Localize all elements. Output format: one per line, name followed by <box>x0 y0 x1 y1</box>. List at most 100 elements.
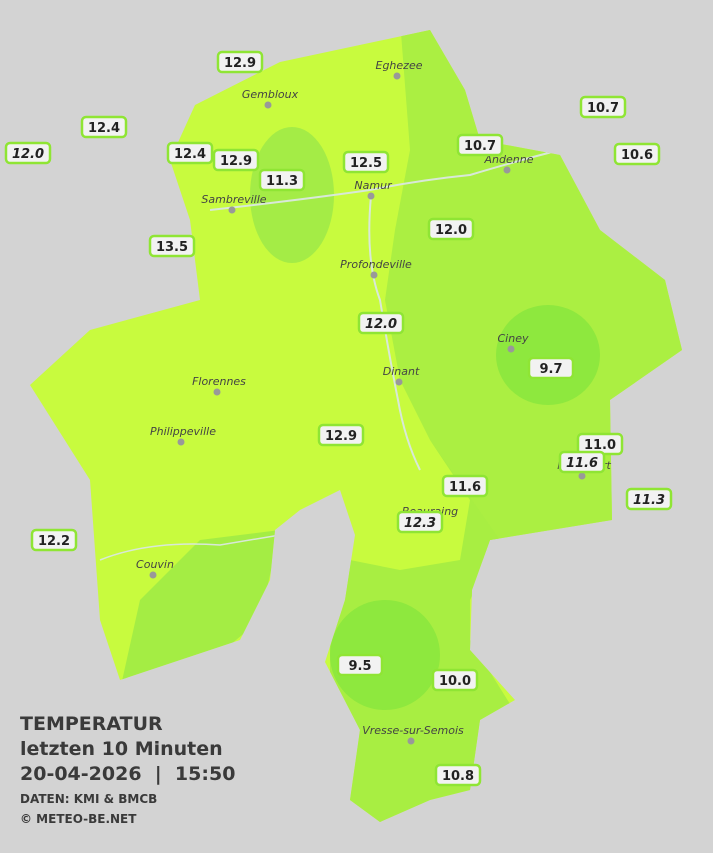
station-box <box>80 115 128 139</box>
station-value: 11.0 <box>584 438 616 453</box>
station-box <box>166 141 214 165</box>
city-name: Couvin <box>136 558 174 571</box>
zone-mild-west <box>120 530 280 690</box>
station-value: 12.9 <box>325 429 357 444</box>
station-box <box>613 142 661 166</box>
station-value: 12.9 <box>224 56 256 71</box>
river <box>368 195 421 471</box>
city-name: Ciney <box>498 332 529 345</box>
station-value: 12.9 <box>220 154 252 169</box>
station: 12.9 <box>216 50 264 74</box>
station-value: 12.4 <box>88 121 120 136</box>
station: 12.3 <box>396 510 444 534</box>
station-box <box>431 668 479 692</box>
station-value: 10.0 <box>439 674 471 689</box>
city-dot <box>503 166 511 174</box>
station-box <box>527 356 575 380</box>
station: 12.0 <box>427 217 475 241</box>
station-value: 12.0 <box>435 223 467 238</box>
city-name: Vresse-sur-Semois <box>362 724 464 737</box>
station-value: 12.3 <box>404 516 436 531</box>
station-value: 12.5 <box>350 156 382 171</box>
station-box <box>456 133 504 157</box>
city-dot <box>264 101 272 109</box>
city-dot <box>370 271 378 279</box>
legend-copyright: © METEO-BE.NET <box>20 812 137 826</box>
city-dot <box>393 72 401 80</box>
station: 12.9 <box>317 423 365 447</box>
city-name: Namur <box>354 179 393 192</box>
legend-title: TEMPERATUR <box>20 713 163 735</box>
city-name: Dinant <box>383 365 420 378</box>
station-value: 11.3 <box>633 493 665 508</box>
station-value: 9.7 <box>539 362 562 377</box>
zone-cool <box>496 305 600 405</box>
station-value: 11.6 <box>566 456 598 471</box>
station: 10.7 <box>456 133 504 157</box>
city-name: Sambreville <box>201 193 266 206</box>
station-box <box>342 150 390 174</box>
city-dot <box>578 472 586 480</box>
city-dot <box>407 737 415 745</box>
city-name: Profondeville <box>340 258 412 271</box>
station-box <box>30 528 78 552</box>
station-box <box>216 50 264 74</box>
station-box <box>427 217 475 241</box>
city-dot <box>149 571 157 579</box>
city-name: Eghezee <box>376 59 423 72</box>
station: 12.5 <box>342 150 390 174</box>
station-value: 13.5 <box>156 240 188 255</box>
city-dot <box>395 378 403 386</box>
zone-cool <box>250 127 334 263</box>
station: 12.0 <box>357 311 405 335</box>
station: 10.7 <box>579 95 627 119</box>
river <box>99 534 281 561</box>
station-value: 10.6 <box>621 148 653 163</box>
station-box <box>148 234 196 258</box>
station-box <box>396 510 444 534</box>
city-dot <box>177 438 185 446</box>
station-value: 10.8 <box>442 769 474 784</box>
legend-datetime: 20-04-2026 | 15:50 <box>20 763 235 785</box>
station-box <box>579 95 627 119</box>
station-value: 10.7 <box>464 139 496 154</box>
station-box <box>558 450 606 474</box>
stations: 12.9 12.4 12.0 12.4 12.9 11.3 12.5 10.7 10.7 10.6… <box>4 50 673 787</box>
river <box>209 149 561 211</box>
station-box <box>357 311 405 335</box>
station-box <box>212 148 260 172</box>
station-box <box>336 653 384 677</box>
station-value: 10.7 <box>587 101 619 116</box>
station: 10.8 <box>434 763 482 787</box>
station-box <box>434 763 482 787</box>
zone-cool <box>330 600 440 710</box>
station-box <box>317 423 365 447</box>
station-value: 12.0 <box>12 147 44 162</box>
station: 12.9 <box>212 148 260 172</box>
station: 13.5 <box>148 234 196 258</box>
station: 11.3 <box>258 168 306 192</box>
station-box <box>4 141 52 165</box>
legend-subtitle: letzten 10 Minuten <box>20 738 223 760</box>
station-box <box>441 474 489 498</box>
station-value: 11.3 <box>266 174 298 189</box>
station-value: 12.2 <box>38 534 70 549</box>
station-value: 12.4 <box>174 147 206 162</box>
station: 10.6 <box>613 142 661 166</box>
city-dot <box>507 345 515 353</box>
station: 9.5 <box>336 653 384 677</box>
station: 11.6 <box>441 474 489 498</box>
station-box <box>625 487 673 511</box>
station: 10.0 <box>431 668 479 692</box>
station: 11.3 <box>625 487 673 511</box>
station: 12.2 <box>30 528 78 552</box>
city-name: Florennes <box>192 375 246 388</box>
station: 9.7 <box>527 356 575 380</box>
city-name: Philippeville <box>150 425 216 438</box>
station-value: 12.0 <box>365 317 397 332</box>
legend-source: DATEN: KMI & BMCB <box>20 792 157 806</box>
city-name: Gembloux <box>242 88 299 101</box>
station: 12.0 <box>4 141 52 165</box>
